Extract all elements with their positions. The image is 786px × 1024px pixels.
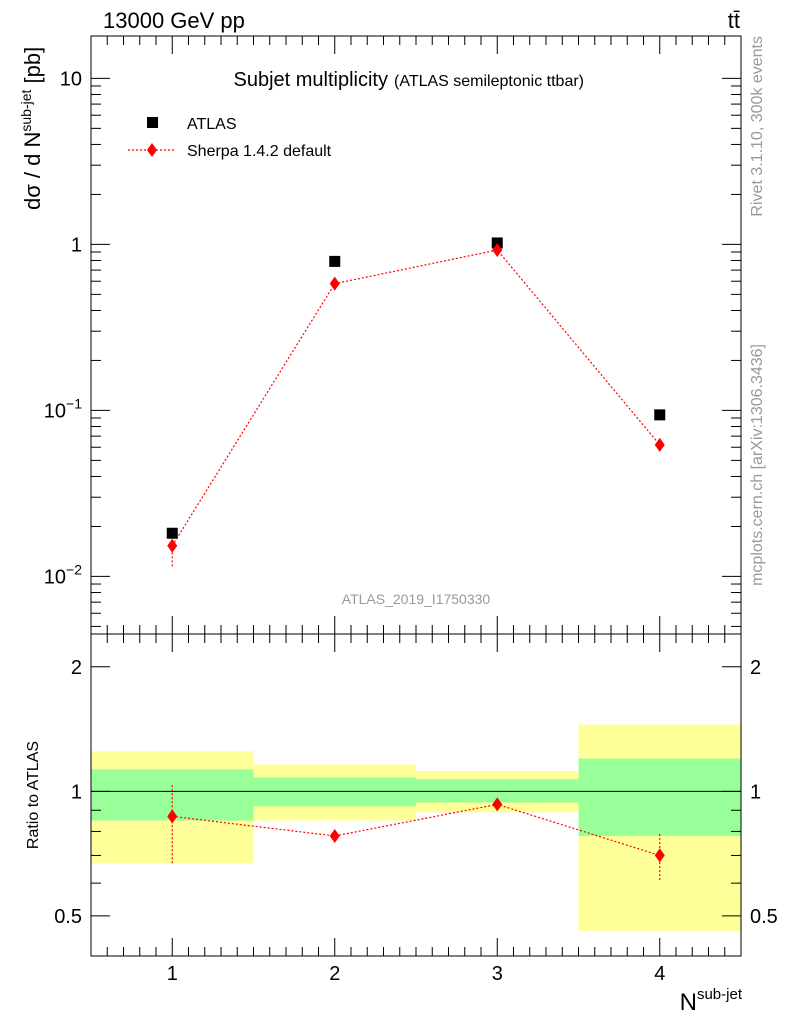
process-label: tt̄ — [728, 8, 740, 33]
ylabel-base: dσ / d N — [20, 132, 45, 210]
ratio-y-ticks: 0.5 0.5 1 1 2 2 — [54, 657, 778, 957]
x-tick-label: 4 — [654, 963, 665, 985]
ratio-band-inner — [416, 779, 579, 803]
ratio-y-tick-label-left: 2 — [71, 657, 82, 679]
tick-exp: −1 — [66, 395, 82, 411]
xlabel-base: N — [680, 989, 697, 1016]
analysis-tag: ATLAS_2019_I1750330 — [342, 591, 491, 607]
x-tick-label: 2 — [329, 963, 340, 985]
ratio-y-axis-label: Ratio to ATLAS — [25, 741, 42, 849]
source-label: mcplots.cern.ch [arXiv:1306.3436] — [749, 344, 766, 586]
sherpa-ratio-point — [167, 809, 178, 824]
legend-atlas-label: ATLAS — [187, 116, 237, 133]
mc-line-ratio — [172, 803, 660, 857]
plot-subtitle: (ATLAS semileptonic ttbar) — [394, 73, 584, 90]
ratio-markers — [167, 797, 665, 863]
x-axis-label: Nsub-jet — [680, 986, 743, 1016]
tick-exp: −2 — [66, 561, 82, 577]
legend-sherpa-marker — [147, 143, 157, 157]
ratio-band-inner — [578, 758, 741, 836]
atlas-data-point — [166, 527, 178, 539]
sherpa-data-point — [492, 243, 503, 258]
ratio-y-tick-label-left: 0.5 — [54, 906, 82, 928]
main-markers — [166, 237, 666, 553]
atlas-data-point — [329, 255, 341, 267]
atlas-data-point — [491, 237, 503, 249]
main-y-axis-label: dσ / d Nsub-jet [pb] — [18, 47, 45, 210]
atlas-data-point — [654, 409, 666, 421]
ratio-y-tick-label-right: 1 — [750, 781, 761, 803]
ylabel-sup: sub-jet — [18, 89, 34, 131]
main-y-tick-label: 10−2 — [44, 561, 82, 588]
sherpa-ratio-point — [492, 797, 503, 812]
x-tick-label: 3 — [492, 963, 503, 985]
ratio-y-tick-label-right: 2 — [750, 657, 761, 679]
mc-ratio-line — [172, 803, 660, 857]
ratio-bands — [91, 724, 741, 931]
energy-label: 13000 GeV pp — [103, 8, 245, 33]
ratio-panel: 0.5 0.5 1 1 2 2 1 2 3 4 Ratio to ATLAS Nsub-jet — [25, 633, 778, 1016]
main-y-tick-label: 1 — [71, 234, 82, 256]
ylabel-unit: [pb] — [20, 47, 45, 90]
rivet-version-label: Rivet 3.1.10, 300k events — [749, 36, 766, 217]
sherpa-data-point — [167, 538, 178, 553]
legend-atlas-marker — [147, 117, 158, 128]
tick-base: 10 — [44, 566, 66, 588]
mc-line — [171, 249, 661, 547]
sherpa-ratio-point — [329, 828, 340, 843]
mc-errorbars-main — [171, 247, 661, 567]
sherpa-ratio-point — [654, 848, 665, 863]
ratio-y-tick-label-left: 1 — [71, 781, 82, 803]
ratio-x-ticks: 1 2 3 4 — [90, 634, 742, 985]
main-x-ticks — [90, 36, 742, 634]
main-y-tick-label: 10 — [60, 68, 82, 90]
mc-line-main — [171, 249, 661, 547]
legend-sherpa-label: Sherpa 1.4.2 default — [187, 143, 332, 160]
tick-base: 10 — [44, 400, 66, 422]
sherpa-data-point — [329, 276, 340, 291]
main-y-tick-label: 10−1 — [44, 395, 82, 422]
ratio-band-inner — [253, 777, 416, 807]
ratio-y-tick-label-right: 0.5 — [750, 906, 778, 928]
x-tick-label: 1 — [167, 963, 178, 985]
xlabel-sup: sub-jet — [697, 986, 743, 1003]
sherpa-data-point — [654, 437, 665, 452]
plot-title: Subjet multiplicity — [233, 69, 388, 91]
